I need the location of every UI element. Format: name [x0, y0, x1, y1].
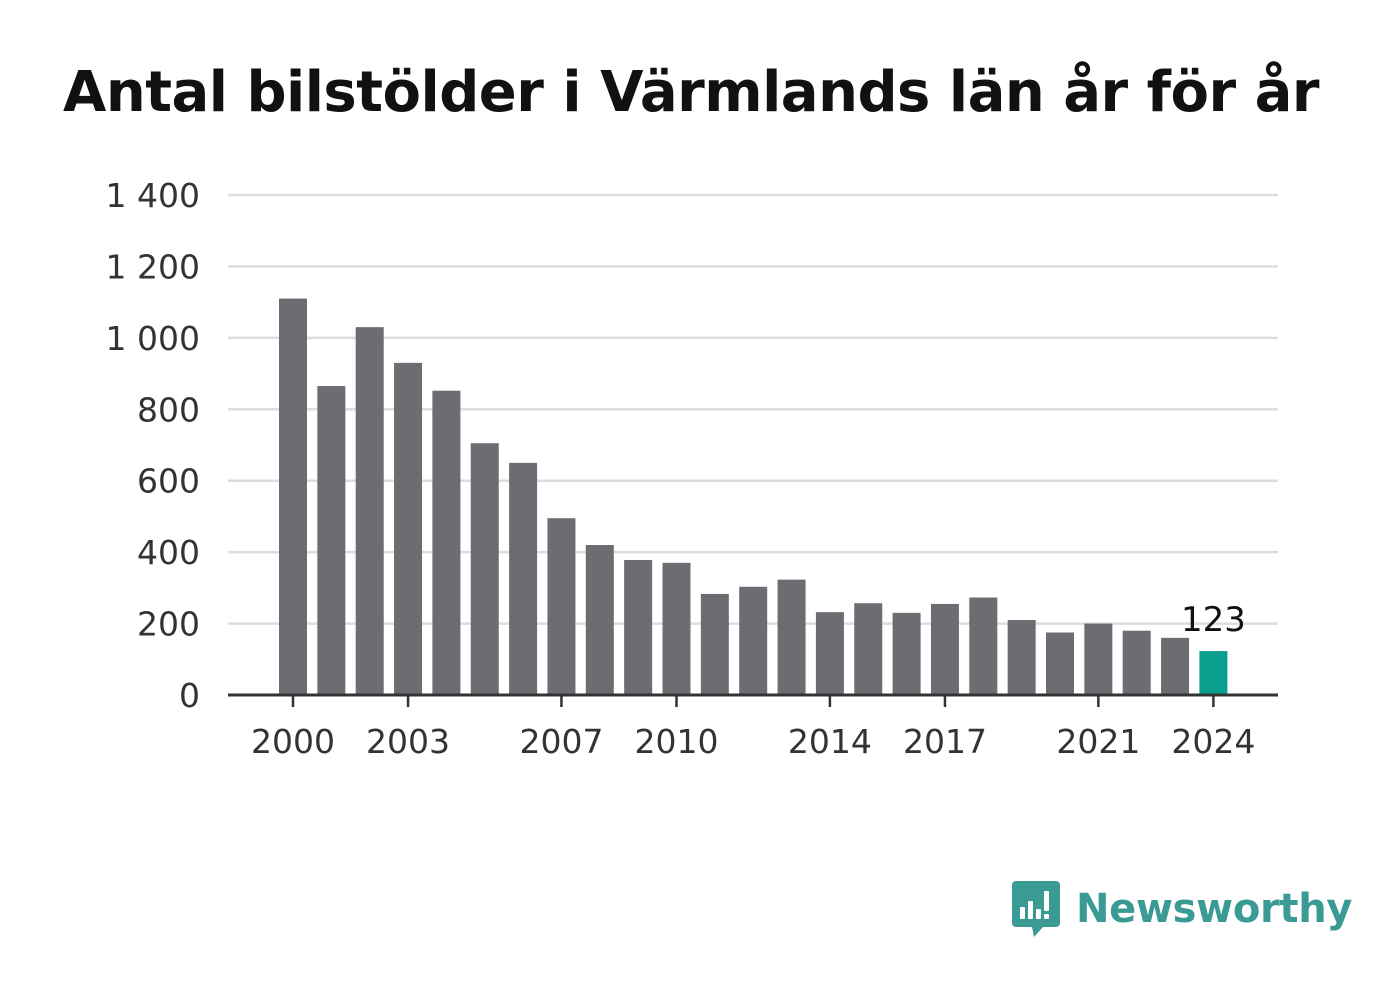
bar-2010 — [662, 562, 691, 695]
bar-2017 — [930, 603, 959, 695]
data-labels: 123 — [1181, 600, 1246, 640]
bar-2021 — [1084, 623, 1113, 695]
bar-2001 — [317, 386, 346, 695]
y-tick-label: 200 — [137, 605, 200, 644]
x-tick-label: 2014 — [788, 722, 872, 761]
bar-2013 — [777, 579, 806, 695]
gridlines — [228, 193, 1278, 625]
bar-2005 — [470, 443, 499, 695]
y-tick-label: 0 — [179, 676, 200, 715]
x-tick-label: 2003 — [366, 722, 450, 761]
bar-2016 — [892, 612, 921, 695]
bar-2006 — [509, 462, 538, 695]
data-label-2024: 123 — [1181, 600, 1246, 640]
bar-2012 — [739, 586, 768, 695]
y-tick-label: 1 000 — [106, 319, 200, 358]
x-tick-label: 2024 — [1171, 722, 1255, 761]
y-tick-label: 1 400 — [106, 176, 200, 215]
x-tick-label: 2000 — [251, 722, 335, 761]
x-tick-label: 2017 — [903, 722, 987, 761]
bar-2011 — [700, 593, 729, 695]
y-tick-label: 1 200 — [106, 247, 200, 286]
bar-2003 — [394, 362, 423, 695]
bar-2000 — [279, 298, 307, 695]
bars — [279, 298, 1228, 695]
brand-name: Newsworthy — [1076, 886, 1353, 932]
bar-2002 — [355, 327, 384, 695]
y-tick-label: 400 — [137, 533, 200, 572]
bar-2007 — [547, 518, 576, 695]
bar-2019 — [1007, 620, 1036, 695]
brand-logo: Newsworthy — [1010, 878, 1353, 940]
newsworthy-logo-icon — [1012, 881, 1060, 937]
bar-2015 — [854, 603, 883, 695]
bar-2004 — [432, 390, 461, 695]
y-tick-label: 600 — [137, 462, 200, 501]
x-tick-label: 2010 — [635, 722, 719, 761]
bar-2020 — [1046, 632, 1074, 695]
bar-2023 — [1161, 637, 1190, 695]
bar-2024 — [1199, 651, 1228, 695]
y-axis-ticks: 0 200 400 600 800 1 000 1 200 1 400 — [106, 176, 200, 715]
x-axis-ticks: 2000 2003 2007 2010 2014 2017 2021 2024 — [251, 695, 1255, 761]
bar-2022 — [1122, 630, 1151, 695]
bar-2009 — [624, 560, 653, 695]
x-tick-label: 2007 — [519, 722, 603, 761]
chart-title: Antal bilstölder i Värmlands län år för … — [63, 60, 1319, 125]
bar-2018 — [969, 597, 998, 695]
x-tick-label: 2021 — [1056, 722, 1140, 761]
y-tick-label: 800 — [137, 390, 200, 429]
bar-2008 — [585, 545, 614, 695]
bar-2014 — [815, 612, 844, 695]
